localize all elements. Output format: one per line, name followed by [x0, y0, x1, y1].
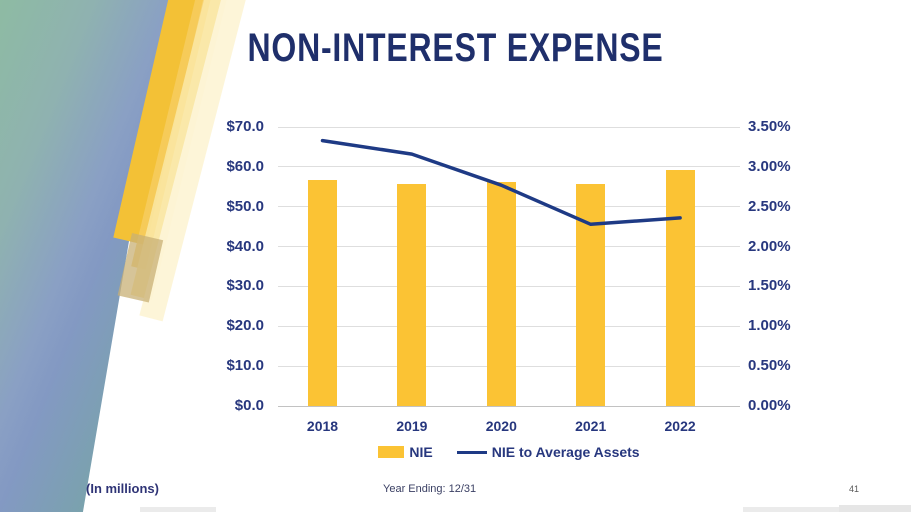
y-axis-tick-left: $20.0: [226, 317, 264, 335]
bottom-edge-shadow: [839, 505, 911, 512]
legend-label-nie: NIE: [409, 444, 433, 460]
y-axis-tick-left: $40.0: [226, 237, 264, 255]
y-axis-tick-left: $10.0: [226, 357, 264, 375]
y-axis-tick-right: 2.00%: [748, 237, 791, 255]
gridline: [278, 166, 740, 168]
bar-swatch-icon: [378, 446, 405, 458]
y-axis-tick-left: $0.0: [234, 397, 264, 414]
y-axis-tick-right: 1.50%: [748, 277, 791, 295]
bottom-edge-shadow: [140, 507, 216, 512]
chart-legend: NIE NIE to Average Assets: [278, 444, 740, 460]
nie-bar-2019: [397, 183, 427, 406]
x-axis-label-2021: 2021: [575, 418, 607, 434]
footnote-year-ending: Year Ending: 12/31: [383, 483, 477, 495]
y-axis-tick-right: 1.00%: [748, 317, 791, 335]
y-axis-tick-left: $60.0: [226, 157, 264, 175]
line-swatch-icon: [456, 450, 487, 454]
nie-to-average-assets-line: [320, 138, 682, 227]
x-axis-label-2022: 2022: [664, 418, 696, 434]
bottom-edge-shadow: [743, 507, 839, 512]
y-axis-tick-left: $30.0: [226, 277, 264, 295]
x-axis-label-2020: 2020: [485, 418, 517, 434]
nie-bar-2020: [486, 182, 516, 406]
gridline: [278, 405, 740, 407]
y-axis-tick-left: $70.0: [226, 118, 264, 135]
footnote-in-millions: (In millions): [86, 481, 159, 496]
y-axis-tick-right: 3.00%: [748, 157, 791, 175]
legend-item-nie-to-average-assets: NIE to Average Assets: [456, 444, 640, 460]
y-axis-tick-left: $50.0: [226, 197, 264, 215]
legend-item-nie: NIE: [378, 444, 433, 460]
y-axis-tick-right: 0.50%: [748, 357, 791, 375]
x-axis-label-2019: 2019: [396, 418, 428, 434]
page-number: 41: [849, 484, 860, 494]
slide-title: NON-INTEREST EXPENSE: [247, 26, 664, 70]
nie-bar-2022: [665, 169, 695, 406]
legend-label-nie-to-average-assets: NIE to Average Assets: [491, 444, 640, 460]
nie-bar-2018: [308, 179, 337, 406]
gridline: [278, 126, 740, 128]
y-axis-tick-right: 2.50%: [748, 197, 791, 215]
y-axis-tick-right: 0.00%: [748, 397, 791, 414]
y-axis-tick-right: 3.50%: [748, 118, 791, 135]
x-axis-label-2018: 2018: [306, 418, 339, 434]
